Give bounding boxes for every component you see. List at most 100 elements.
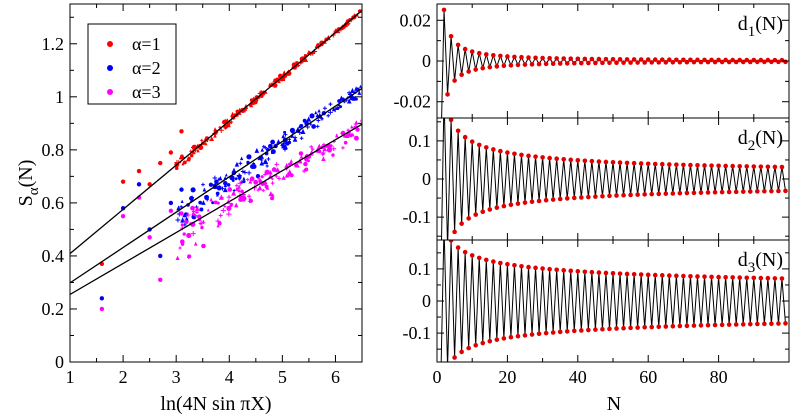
panel-d2: -0.1 0 0.1 d2(N) xyxy=(403,117,790,241)
oscillation-point-1-20 xyxy=(505,54,510,59)
oscillation-point-3-53 xyxy=(621,325,626,331)
oscillation-point-1-3 xyxy=(445,92,450,97)
scatter-point-1-100 xyxy=(196,148,200,153)
oscillation-point-3-47 xyxy=(600,326,605,332)
oscillation-point-3-21 xyxy=(508,334,514,340)
oscillation-point-3-58 xyxy=(638,272,644,277)
oscillation-point-3-78 xyxy=(709,274,714,280)
oscillation-point-1-6 xyxy=(455,42,461,48)
oscillation-point-3-56 xyxy=(631,271,637,277)
x-tick-label-1: 1 xyxy=(66,367,75,387)
oscillation-point-2-78 xyxy=(709,163,714,168)
scatter-point-3-a3 xyxy=(147,235,152,240)
oscillation-point-3-5 xyxy=(452,355,457,360)
scatter-point-2-30 xyxy=(242,180,246,184)
oscillation-point-2-31 xyxy=(543,197,549,203)
legend-marker-alpha1 xyxy=(107,41,113,47)
oscillation-point-3-10 xyxy=(469,253,475,258)
scatter-point-1-151 xyxy=(263,89,268,94)
scatter-point-3-33 xyxy=(353,135,359,141)
oscillation-point-1-37 xyxy=(564,61,570,66)
scatter-point-2-158 xyxy=(282,147,288,152)
scatter-point-3-108 xyxy=(190,205,195,211)
oscillation-point-1-41 xyxy=(579,60,584,66)
oscillation-point-2-97 xyxy=(776,188,781,194)
scatter-point-1-40 xyxy=(225,118,229,122)
oscillation-point-2-17 xyxy=(494,205,500,210)
oscillation-point-1-73 xyxy=(691,59,697,65)
oscillation-point-1-18 xyxy=(498,53,503,59)
oscillation-point-1-93 xyxy=(762,59,767,65)
scatter-point-3-83 xyxy=(234,183,239,188)
scatter-point-1-33 xyxy=(182,160,187,165)
oscillation-point-1-72 xyxy=(688,57,693,63)
scatter-point-3-93 xyxy=(264,184,269,189)
scatter-point-3-105 xyxy=(213,200,218,205)
oscillation-point-1-58 xyxy=(638,57,644,62)
scatter-point-1-55 xyxy=(204,141,208,146)
oscillation-point-2-4 xyxy=(448,118,454,123)
oscillation-point-2-96 xyxy=(772,164,778,170)
scatter-point-3-123 xyxy=(227,187,233,192)
oscillation-point-2-76 xyxy=(702,163,707,168)
scatter-point-2-110 xyxy=(266,157,271,161)
oscillation-point-2-69 xyxy=(677,190,683,196)
scatter-point-3-92 xyxy=(302,168,307,174)
scatter-point-2-a6 xyxy=(179,187,184,192)
scatter-point-2-33 xyxy=(214,179,219,185)
scatter-point-3-152 xyxy=(346,128,350,132)
oscillation-point-1-61 xyxy=(649,60,655,65)
legend-marker-alpha2 xyxy=(107,65,113,71)
scatter-point-2-42 xyxy=(184,212,189,217)
oscillation-point-1-96 xyxy=(772,57,778,63)
oscillation-point-3-48 xyxy=(603,270,609,276)
oscillation-point-2-26 xyxy=(526,153,531,159)
oscillation-point-3-61 xyxy=(649,324,655,330)
oscillation-panels: -0.02 0 0.02 d1(N) -0.1 0 0.1 d2(N) -0.1 0 0.1 0 2… xyxy=(394,3,790,415)
oscillation-point-1-19 xyxy=(501,63,507,69)
scatter-point-3-109 xyxy=(268,191,274,197)
oscillation-point-2-70 xyxy=(681,162,686,168)
oscillation-point-2-42 xyxy=(582,158,588,164)
scatter-point-3-a1 xyxy=(120,213,126,219)
oscillation-point-1-16 xyxy=(491,52,496,58)
scatter-point-1-88 xyxy=(293,66,297,70)
scatter-point-2-86 xyxy=(282,141,287,146)
scatter-point-3-157 xyxy=(216,223,220,228)
oscillation-point-1-60 xyxy=(645,57,651,62)
scatter-point-3-116 xyxy=(274,162,279,167)
panel-3-y-tick-label-2: 0.1 xyxy=(409,259,432,279)
oscillation-point-2-95 xyxy=(769,188,774,194)
oscillation-x-axis-label: N xyxy=(607,393,621,415)
scatter-point-3-165 xyxy=(317,149,322,154)
panel-label-d3: d3(N) xyxy=(738,249,783,276)
oscillation-point-2-47 xyxy=(600,193,605,199)
scatter-point-2-163 xyxy=(359,84,362,88)
oscillation-point-3-26 xyxy=(526,264,531,270)
scatter-point-3-85 xyxy=(231,190,237,196)
oscillation-point-3-19 xyxy=(501,336,507,341)
oscillation-point-1-21 xyxy=(508,63,514,68)
scatter-point-3-73 xyxy=(193,241,198,246)
scatter-point-2-36 xyxy=(234,177,238,181)
scatter-point-3-80 xyxy=(183,218,188,224)
oscillation-point-2-9 xyxy=(466,216,471,221)
scatter-point-3-97 xyxy=(175,255,180,261)
scatter-point-3-86 xyxy=(237,180,243,186)
oscillation-point-2-5 xyxy=(452,229,457,235)
scatter-point-3-48 xyxy=(270,196,275,201)
scatter-point-2-15 xyxy=(223,180,228,186)
oscillation-point-2-36 xyxy=(561,157,567,162)
oscillation-point-2-63 xyxy=(656,191,662,197)
oscillation-point-1-63 xyxy=(656,60,662,65)
scatter-point-2-103 xyxy=(259,154,264,159)
oscillation-point-3-90 xyxy=(751,275,757,281)
scatter-point-2-152 xyxy=(240,169,245,174)
oscillation-point-2-34 xyxy=(554,156,559,162)
scatter-point-1-a5 xyxy=(168,150,174,155)
scatter-point-3-10 xyxy=(321,156,326,161)
scatter-point-3-167 xyxy=(178,246,182,250)
scatter-point-2-90 xyxy=(190,187,196,193)
oscillation-point-3-98 xyxy=(779,276,785,281)
oscillation-point-1-5 xyxy=(452,78,457,83)
